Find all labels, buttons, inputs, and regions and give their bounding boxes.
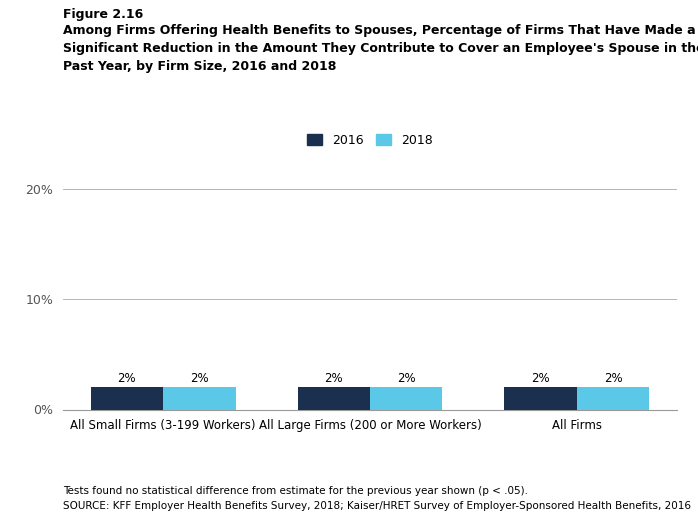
Text: 2%: 2% <box>118 372 136 385</box>
Text: 2%: 2% <box>397 372 415 385</box>
Legend: 2016, 2018: 2016, 2018 <box>307 133 433 146</box>
Text: SOURCE: KFF Employer Health Benefits Survey, 2018; Kaiser/HRET Survey of Employe: SOURCE: KFF Employer Health Benefits Sur… <box>63 501 691 511</box>
Text: 2%: 2% <box>604 372 622 385</box>
Bar <box>297 387 370 410</box>
Text: 2%: 2% <box>190 372 209 385</box>
Bar <box>163 387 235 410</box>
Bar <box>577 387 649 410</box>
Text: Figure 2.16: Figure 2.16 <box>63 8 143 21</box>
Text: Tests found no statistical difference from estimate for the previous year shown : Tests found no statistical difference fr… <box>63 486 528 496</box>
Bar <box>91 387 163 410</box>
Bar <box>505 387 577 410</box>
Text: 2%: 2% <box>325 372 343 385</box>
Text: Among Firms Offering Health Benefits to Spouses, Percentage of Firms That Have M: Among Firms Offering Health Benefits to … <box>63 24 695 37</box>
Text: Significant Reduction in the Amount They Contribute to Cover an Employee's Spous: Significant Reduction in the Amount They… <box>63 42 698 55</box>
Text: 2%: 2% <box>531 372 550 385</box>
Text: Past Year, by Firm Size, 2016 and 2018: Past Year, by Firm Size, 2016 and 2018 <box>63 60 336 74</box>
Bar <box>370 387 443 410</box>
